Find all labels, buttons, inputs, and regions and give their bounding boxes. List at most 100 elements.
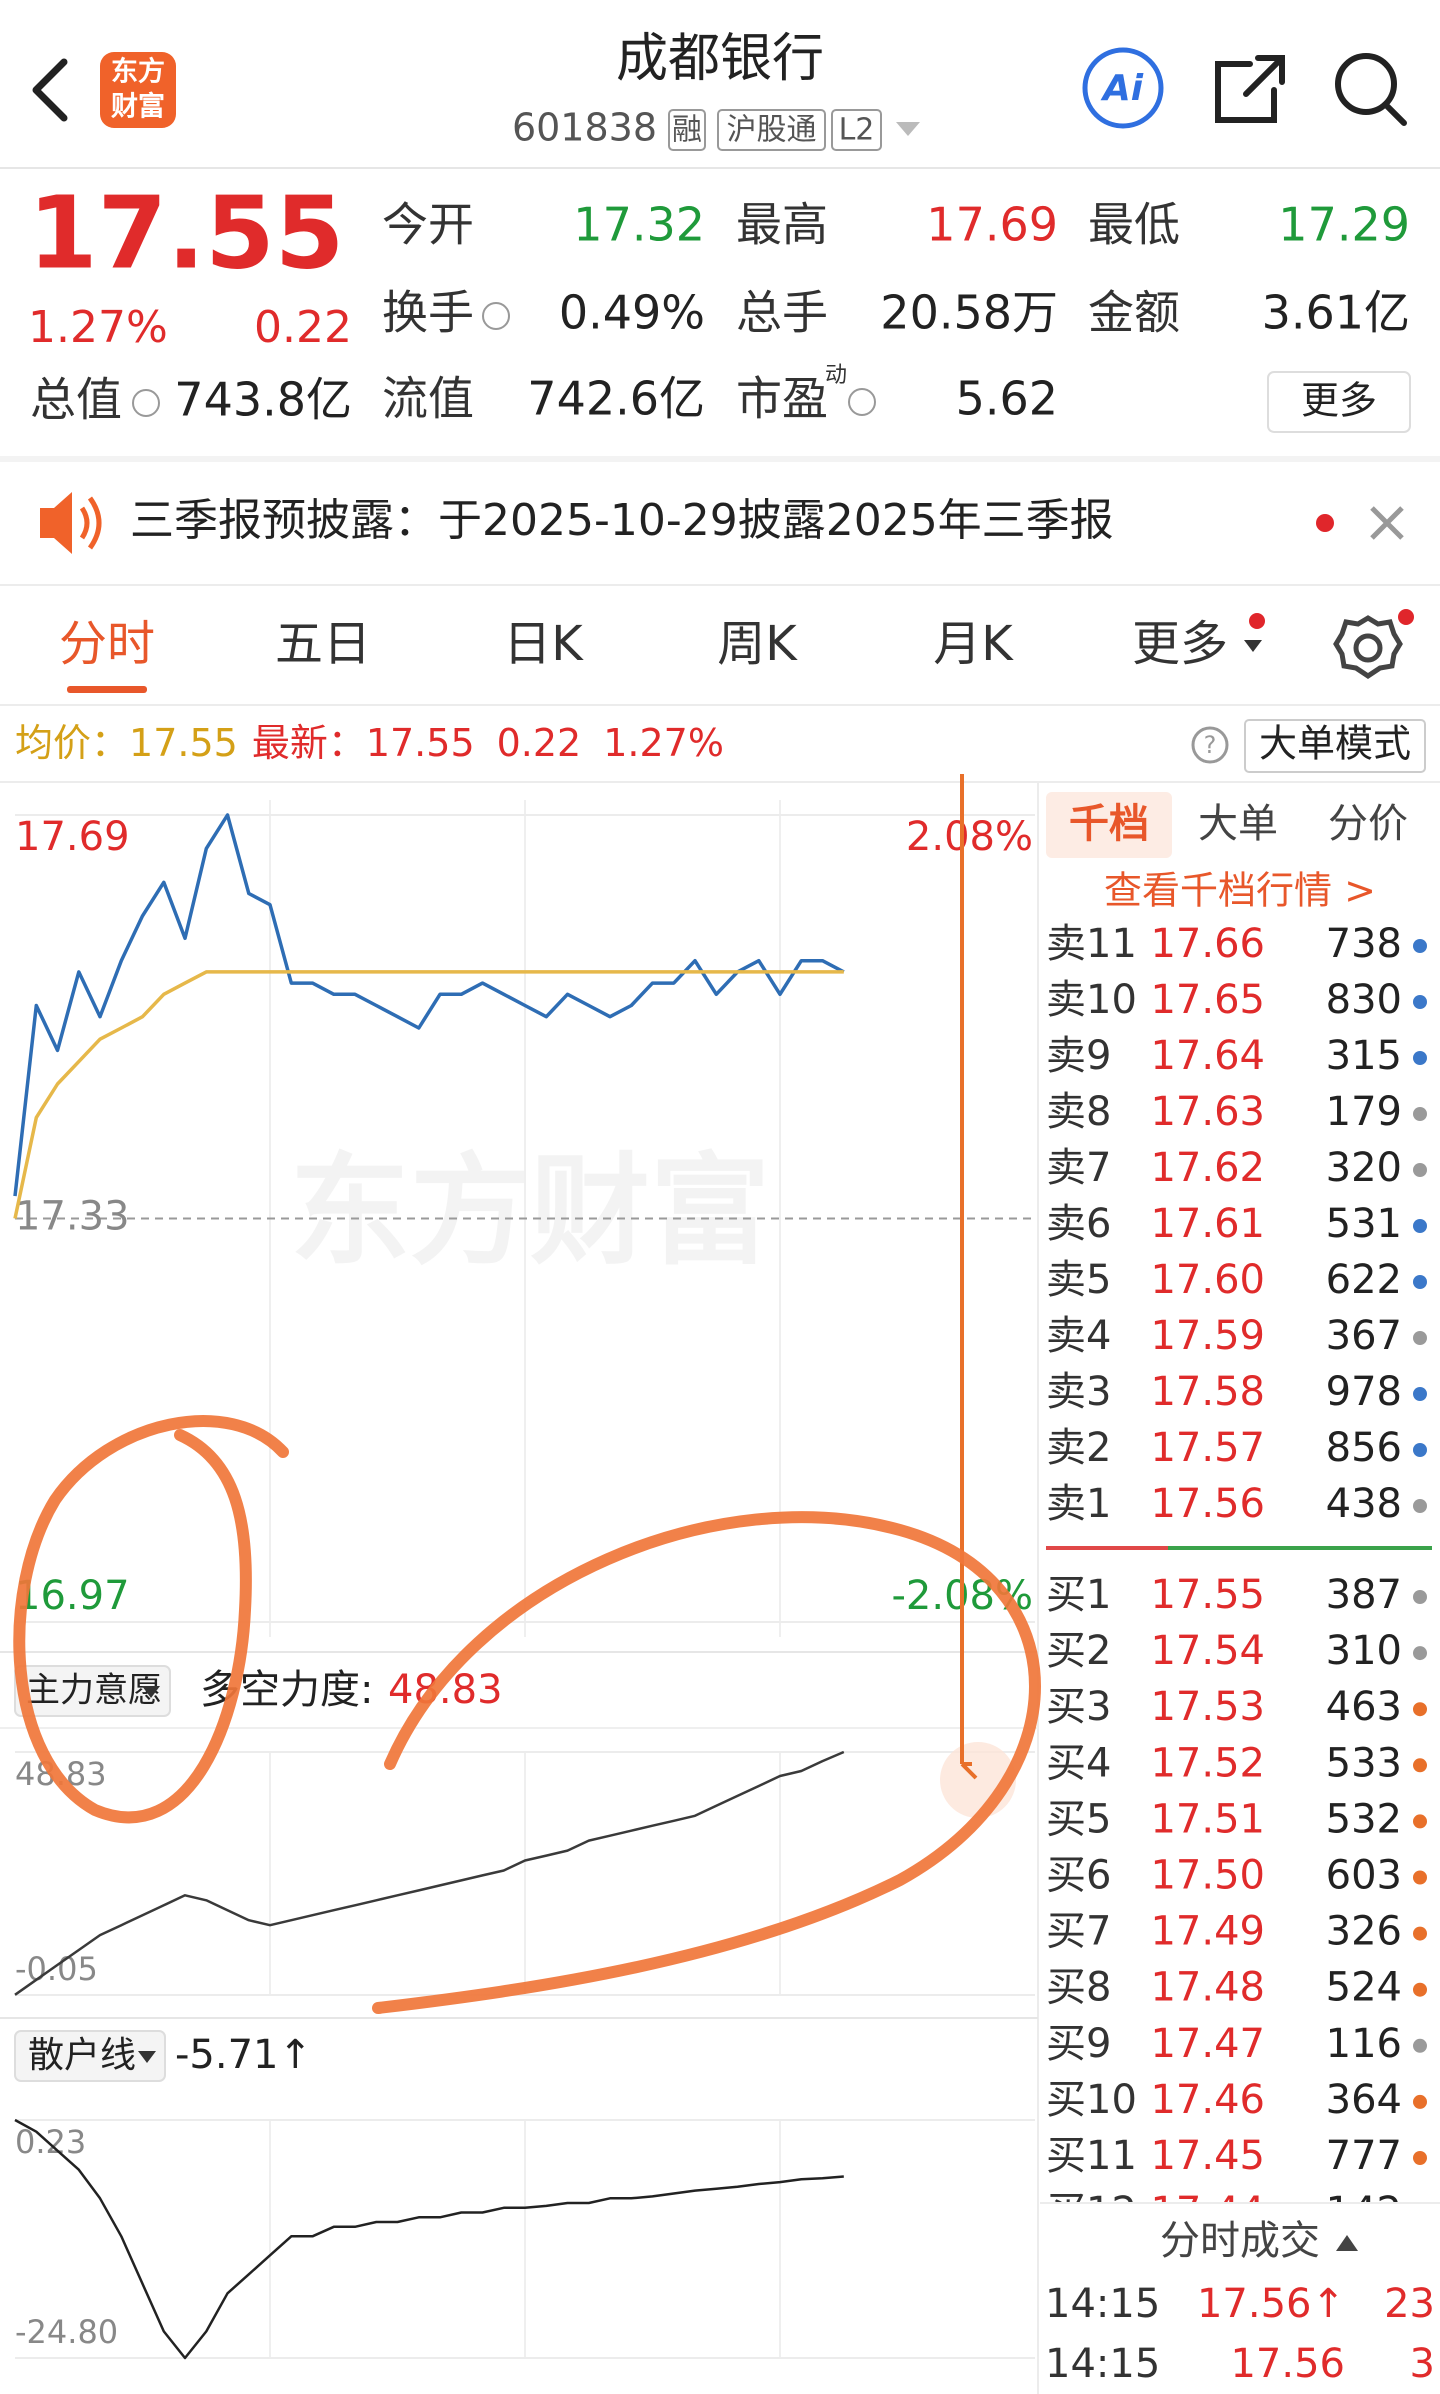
ob-dot (1413, 1499, 1427, 1513)
ob-volume: 364 (1326, 2077, 1402, 2123)
logo (100, 52, 176, 128)
ob-dot (1413, 995, 1427, 1009)
tab[interactable]: 日K (503, 616, 584, 672)
ob-tab[interactable]: 大单 (1198, 801, 1278, 847)
field-label: 今开 (382, 198, 474, 252)
field-label: 最低 (1088, 198, 1180, 252)
ob-volume: 524 (1326, 1965, 1402, 2011)
ob-label: 买9 (1046, 2021, 1111, 2067)
ob-price: 17.54 (1150, 1628, 1265, 1674)
share-button[interactable] (1215, 55, 1285, 123)
field-value: 17.29 (1278, 198, 1410, 252)
ob-label: 卖5 (1046, 1257, 1111, 1303)
ob-dot (1413, 1387, 1427, 1401)
y2-tick-label: 2.08% (906, 814, 1033, 860)
tab[interactable]: 周K (717, 616, 798, 672)
tag: 沪股通 (727, 113, 817, 148)
ob-label: 买5 (1046, 1796, 1111, 1842)
tag (831, 109, 882, 151)
ob-price: 17.65 (1150, 977, 1265, 1023)
ai-button[interactable] (1082, 47, 1164, 129)
info-icon (848, 388, 876, 416)
ob-dot (1413, 1051, 1427, 1065)
dropdown (896, 122, 920, 136)
ob-price: 17.66 (1150, 921, 1265, 967)
info-pct: 1.27% (603, 721, 724, 765)
ob-label: 卖9 (1046, 1033, 1111, 1079)
field-value: 20.58万 (880, 286, 1058, 340)
info-avg-label: 均价： (15, 721, 129, 765)
ob-label: 卖6 (1046, 1201, 1111, 1247)
close-button[interactable] (1370, 506, 1404, 540)
help-icon[interactable] (1191, 726, 1229, 764)
ob-volume: 179 (1326, 1089, 1402, 1135)
ob-dot (1413, 1107, 1427, 1121)
ob-tab[interactable]: 千档 (1069, 801, 1149, 847)
ob-dot (1413, 1870, 1427, 1885)
ob-volume: 367 (1326, 1313, 1402, 1359)
ob-volume: 533 (1326, 1740, 1402, 1786)
dropdown (138, 2051, 156, 2063)
trade-time: 14:15 (1045, 2341, 1160, 2387)
ob-dot (1413, 1590, 1427, 1604)
field-value: 17.32 (573, 198, 705, 252)
ob-volume: 532 (1326, 1796, 1402, 1842)
ob-price: 17.52 (1150, 1740, 1265, 1786)
info-icon (132, 389, 160, 417)
ob-label: 买2 (1046, 1628, 1111, 1674)
change-pct: 1.27% (28, 302, 168, 353)
ob-link[interactable]: 查看千档行情 > (1104, 869, 1376, 913)
ob-price: 17.56 (1150, 1481, 1265, 1527)
tab-indicator (67, 686, 147, 693)
info-line: 均价：17.55 最新：17.55 0.22 1.27% (15, 721, 724, 765)
field-label: 总手 (736, 286, 828, 340)
tab[interactable]: 月K (933, 616, 1014, 672)
ob-tab[interactable]: 分价 (1328, 801, 1408, 847)
divider (0, 456, 1440, 462)
more-button[interactable] (1267, 371, 1411, 433)
indicator-title: 散户线 (28, 2035, 136, 2076)
ob-price: 17.62 (1150, 1145, 1265, 1191)
y-tick-label: 16.97 (15, 1573, 130, 1619)
ob-volume: 856 (1326, 1425, 1402, 1471)
settings-button[interactable] (1333, 615, 1403, 680)
tab[interactable]: 分时 (59, 616, 155, 672)
annotation (13, 1415, 289, 1824)
mode-button[interactable] (1244, 719, 1426, 773)
y-tick-label: 17.33 (15, 1194, 130, 1240)
ob-label: 买6 (1046, 1853, 1111, 1899)
price: 17.55 (28, 174, 344, 291)
ob-volume: 320 (1326, 1145, 1402, 1191)
field-value: 0.49% (559, 286, 705, 340)
dropdown (142, 1686, 160, 1698)
search-button[interactable] (1335, 53, 1407, 126)
ob-label: 买10 (1046, 2077, 1137, 2123)
ob-price: 17.60 (1150, 1257, 1265, 1303)
indicator-value: -5.71↑ (175, 2032, 312, 2078)
ob-label: 买7 (1046, 1909, 1111, 1955)
ob-price: 17.48 (1150, 1965, 1265, 2011)
indicator-button[interactable] (14, 2030, 166, 2082)
ob-volume: 531 (1326, 1201, 1402, 1247)
ob-price: 17.45 (1150, 2133, 1265, 2179)
expand-button (960, 774, 978, 1780)
back-button[interactable] (32, 58, 68, 122)
help-icon: ? (1204, 731, 1217, 759)
ob-label: 卖2 (1046, 1425, 1111, 1471)
trade-price: 17.56↑ (1197, 2281, 1345, 2327)
field-label: 最高 (736, 198, 828, 252)
tab[interactable]: 五日 (275, 616, 371, 672)
ob-dot (1413, 1219, 1427, 1233)
ob-volume: 777 (1326, 2133, 1402, 2179)
line-series (13, 813, 845, 1197)
ob-volume: 603 (1326, 1853, 1402, 1899)
logo-text: 财富 (111, 91, 165, 123)
ob-volume: 463 (1326, 1684, 1402, 1730)
tab[interactable]: 更多 (1132, 616, 1228, 672)
trades-title: 分时成交 (1160, 2218, 1320, 2264)
ob-dot (1413, 1646, 1427, 1661)
indicator-button[interactable] (14, 1665, 171, 1717)
field-label: 换手 (382, 286, 474, 340)
